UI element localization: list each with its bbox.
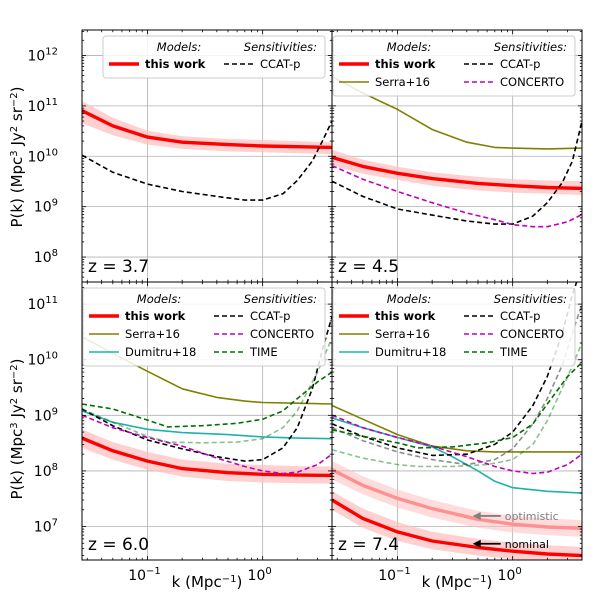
series-concerto [332,414,582,475]
x-tick-label: 100 [248,566,272,584]
redshift-label: z = 3.7 [88,257,149,277]
ticks [332,30,583,282]
ticks [82,30,333,282]
legend-label: TIME [249,345,278,359]
series-variant-5 [332,303,582,466]
legend-box [332,287,576,367]
y-tick-label: 1011 [27,295,58,313]
legend-header-models: Models: [157,40,201,54]
legend-header-sensitivities: Sensitivities: [494,292,567,306]
series-this-work [82,109,332,150]
legend-label: this work [125,309,186,323]
band-variant-1 [332,461,582,537]
series-concerto [332,164,582,228]
plot-area [82,101,332,201]
series-this-work [82,436,332,478]
panel-bottom-right: optimistic nominal 10−1 100 z = 7.4 Models: Se… [331,281,583,584]
legend: Models: Sensitivities: this work Serra+16 CC… [332,35,576,97]
legend-label: CONCERTO [250,327,314,341]
y-tick-label: 1010 [27,351,58,369]
y-axis-title-top: P(k) (Mpc3 Jy2 sr−2) [8,87,26,228]
series-serra-16 [332,75,582,150]
y-tick-label: 109 [34,198,58,216]
panel-top-right: z = 4.5 Models: Sensitivities: this work Ser… [331,29,583,283]
plot-area [332,282,582,560]
series-serra-16 [332,404,582,453]
series-ccat-p [82,120,332,201]
legend-header-sensitivities: Sensitivities: [244,40,317,54]
annotation-text: nominal [505,538,549,551]
series-variant-1 [332,468,582,530]
redshift-label: z = 4.5 [338,257,399,277]
series-time [82,371,332,428]
x-tick-label: 100 [498,566,522,584]
series-time [332,361,582,449]
y-tick-label: 1012 [27,46,58,64]
series-variant-8 [332,342,582,468]
legend-header-sensitivities: Sensitivities: [494,40,567,54]
legend-box [82,287,326,367]
series-this-work [332,155,582,191]
redshift-label: z = 6.0 [88,535,149,555]
legend-label: Serra+16 [375,327,430,341]
panel-top-left: 108 109 1010 1011 1012 z = 3.7 Models: Sensitiv… [27,29,333,283]
redshift-label: z = 7.4 [338,535,399,555]
series-ccat-p [332,282,578,457]
y-tick-label: 108 [34,248,58,266]
panel-bottom-left: 10−1 100 107 108 109 1010 1011 z = 6.0 Models: Se… [27,281,333,584]
legend-header-models: Models: [387,40,431,54]
legend-label: TIME [499,345,528,359]
legend-label: CCAT-p [500,57,540,71]
legend: Models: Sensitivities: this work CCAT-p [102,35,326,79]
y-tick-label: 1010 [27,147,58,165]
legend-label: CCAT-p [500,309,540,323]
legend-header-models: Models: [137,292,181,306]
legend-box [332,35,576,97]
x-axis-title-left: k (Mpc−1) [172,573,243,591]
legend-label: Serra+16 [125,327,180,341]
y-tick-label: 107 [34,518,58,536]
ticks [332,282,583,560]
legend-label: CCAT-p [250,309,290,323]
x-tick-label: 10−1 [378,566,411,584]
legend: Models: Sensitivities: this work Serra+16 Du… [82,287,326,367]
y-tick-label: 108 [34,462,58,480]
legend-label: this work [375,57,436,71]
series-variant-6 [82,337,332,444]
legend-label: CCAT-p [260,57,300,71]
band-this-work [82,429,332,484]
series-ccat-p [332,120,582,225]
legend-label: Dumitru+18 [125,345,196,359]
series-ccat-p [82,316,332,462]
series-dumitru-18 [82,410,332,440]
legend-label: Serra+16 [375,75,430,89]
x-axis-title-right: k (Mpc−1) [422,573,493,591]
band-this-work [332,149,582,195]
legend-label: CONCERTO [500,327,564,341]
series-concerto [82,414,332,475]
legend-label: this work [145,57,206,71]
y-tick-label: 109 [34,406,58,424]
y-axis-title-bottom: P(k) (Mpc3 Jy2 sr−2) [8,359,26,500]
legend-header-models: Models: [387,292,431,306]
annotation-optimistic: optimistic [472,510,559,523]
legend-label: this work [375,309,436,323]
annotation-text: optimistic [505,510,559,523]
series-this-work [332,498,582,558]
x-tick-label: 10−1 [128,566,161,584]
legend-header-sensitivities: Sensitivities: [244,292,317,306]
plot-area [332,75,582,228]
legend-box [102,35,326,79]
legend-label: Dumitru+18 [375,345,446,359]
y-tick-label: 1011 [27,97,58,115]
plot-area [82,316,332,484]
legend-label: CONCERTO [500,75,564,89]
band-this-work [82,101,332,155]
annotation-nominal: nominal [472,538,549,551]
legend: Models: Sensitivities: this work Serra+16 Du… [332,287,576,367]
